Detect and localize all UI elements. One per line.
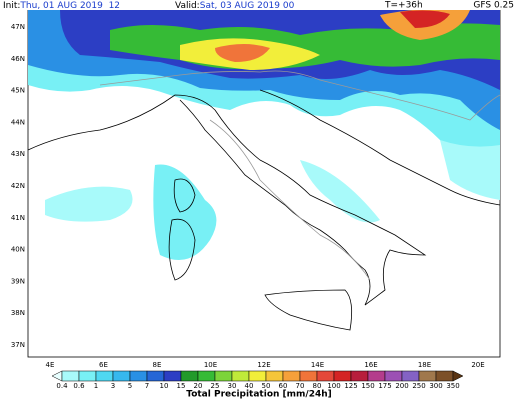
colorbar-swatch — [61, 370, 80, 382]
lat-label: 42N — [11, 182, 25, 190]
colorbar-swatch — [112, 370, 131, 382]
colorbar-label: 0.4 — [56, 382, 68, 390]
model-name: GFS 0.25 — [473, 1, 514, 11]
colorbar-label: 125 — [344, 382, 357, 390]
colorbar-label: 70 — [296, 382, 305, 390]
colorbar-swatch — [197, 370, 216, 382]
colorbar-label: 200 — [395, 382, 408, 390]
colorbar-label: 50 — [262, 382, 271, 390]
lat-label: 38N — [11, 309, 25, 317]
colorbar: 0.4 0.6 1 3 5 7 10 15 20 25 30 40 50 60 70 80 100 125 150 1… — [51, 370, 464, 390]
lon-label: 16E — [364, 361, 377, 369]
lat-label: 45N — [11, 87, 25, 95]
colorbar-label: 25 — [211, 382, 220, 390]
colorbar-label: 3 — [111, 382, 115, 390]
latitude-labels: 47N 46N 45N 44N 43N 42N 41N 40N 39N 38N 37N — [11, 23, 25, 349]
colorbar-swatch — [333, 370, 352, 382]
colorbar-swatch — [265, 370, 284, 382]
colorbar-label: 60 — [279, 382, 288, 390]
colorbar-end — [51, 370, 63, 382]
colorbar-swatch — [367, 370, 386, 382]
lead-time: T=+36h — [384, 1, 423, 11]
colorbar-label: 250 — [412, 382, 425, 390]
colorbar-swatch — [299, 370, 318, 382]
colorbar-swatch — [180, 370, 199, 382]
lat-label: 39N — [11, 277, 25, 285]
colorbar-swatch — [78, 370, 97, 382]
lon-label: 14E — [311, 361, 324, 369]
borders — [99, 70, 501, 281]
colorbar-swatch — [384, 370, 403, 382]
lat-label: 44N — [11, 118, 25, 126]
colorbar-label: 100 — [327, 382, 340, 390]
header-strip — [0, 0, 518, 10]
colorbar-swatch — [231, 370, 250, 382]
lon-label: 10E — [204, 361, 217, 369]
header-valid: Valid:Sat, 03 AUG 2019 00 — [175, 1, 295, 11]
lon-label: 6E — [99, 361, 108, 369]
colorbar-label: 20 — [194, 382, 203, 390]
colorbar-swatch — [248, 370, 267, 382]
colorbar-swatch — [163, 370, 182, 382]
lat-label: 41N — [11, 214, 25, 222]
colorbar-swatch — [316, 370, 335, 382]
colorbar-label: 40 — [245, 382, 254, 390]
lon-label: 4E — [46, 361, 55, 369]
colorbar-end — [452, 370, 464, 382]
init-time: Thu, 01 AUG 2019 12 — [19, 1, 120, 11]
colorbar-swatch — [418, 370, 437, 382]
lon-label: 20E — [471, 361, 484, 369]
lat-label: 46N — [11, 55, 25, 63]
colorbar-label: 10 — [160, 382, 169, 390]
longitude-labels: 4E 6E 8E 10E 12E 14E 16E 18E 20E — [46, 361, 485, 369]
colorbar-title: Total Precipitation [mm/24h] — [186, 390, 332, 400]
lat-label: 40N — [11, 246, 25, 254]
colorbar-swatch — [282, 370, 301, 382]
colorbar-swatch — [214, 370, 233, 382]
lon-label: 18E — [418, 361, 431, 369]
colorbar-label: 300 — [429, 382, 442, 390]
colorbar-label: 175 — [378, 382, 391, 390]
colorbar-label: 350 — [446, 382, 459, 390]
colorbar-swatch — [95, 370, 114, 382]
colorbar-label: 1 — [94, 382, 98, 390]
lat-label: 37N — [11, 341, 25, 349]
colorbar-label: 0.6 — [73, 382, 85, 390]
init-label: Init: — [3, 1, 20, 11]
coastlines — [27, 89, 501, 331]
lat-label: 43N — [11, 150, 25, 158]
precipitation-field — [28, 8, 500, 260]
colorbar-label: 80 — [313, 382, 322, 390]
valid-label: Valid: — [175, 1, 200, 11]
colorbar-swatch — [129, 370, 148, 382]
lat-label: 47N — [11, 23, 25, 31]
header-init: Init:Thu, 01 AUG 2019 12 — [3, 1, 120, 11]
colorbar-swatch — [146, 370, 165, 382]
colorbar-label: 5 — [128, 382, 132, 390]
colorbar-label: 150 — [361, 382, 374, 390]
lon-label: 8E — [153, 361, 162, 369]
colorbar-swatch — [435, 370, 454, 382]
colorbar-swatch — [401, 370, 420, 382]
lon-label: 12E — [257, 361, 270, 369]
valid-time: Sat, 03 AUG 2019 00 — [200, 1, 295, 11]
colorbar-label: 7 — [145, 382, 149, 390]
colorbar-label: 15 — [177, 382, 186, 390]
colorbar-swatch — [350, 370, 369, 382]
colorbar-label: 30 — [228, 382, 237, 390]
